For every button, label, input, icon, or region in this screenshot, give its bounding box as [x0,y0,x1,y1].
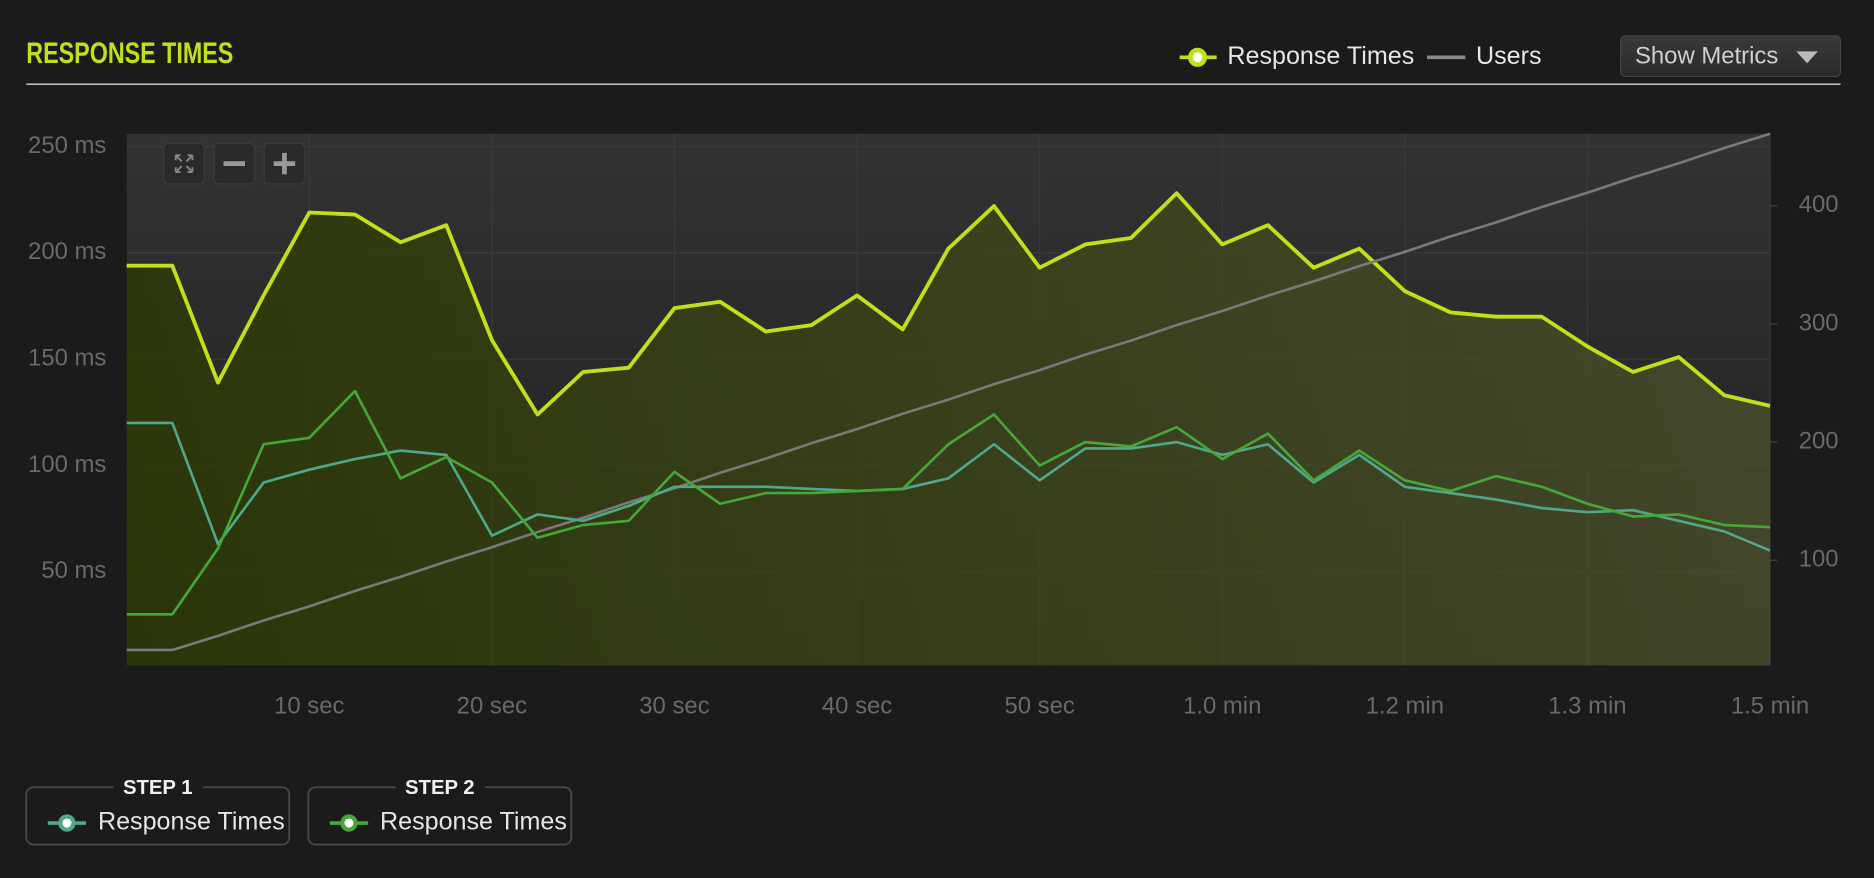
plus-icon [273,152,296,175]
step-legend: STEP 1 Response Times STEP 2 Response Ti… [25,777,573,846]
button-bg[interactable] [1620,35,1842,78]
series-line [126,389,1771,616]
y2-tick-label: 200 [1799,427,1839,454]
y-tick-label: 150 ms [28,344,106,371]
legend-label: Users [1476,42,1542,70]
y2-tick-label: 100 [1799,546,1839,573]
step-label: STEP 1 [123,777,193,799]
x-tick-label: 40 sec [822,692,892,719]
legend-label: Response Times [380,808,567,836]
x-tick-label: 10 sec [274,692,344,719]
header-legend: Response Times Users [1179,42,1542,70]
ticks: 50 ms 100 ms 150 ms 200 ms 250 ms 100 200 300 40… [28,132,1839,720]
y-tick-label: 250 ms [28,132,106,159]
x-tick-label: 30 sec [639,692,709,719]
y-tick-label: 200 ms [28,238,106,265]
x-tick-label: 50 sec [1004,692,1074,719]
step-label: STEP 2 [405,777,475,799]
show-metrics-button[interactable]: Show Metrics [1620,35,1842,78]
step-box [25,786,291,846]
x-tick-label: 1.0 min [1183,692,1261,719]
y2-tick-label: 300 [1799,309,1839,336]
title: RESPONSE TIMES [26,36,233,69]
x-tick-label: 20 sec [457,692,527,719]
x-tick-label: 1.5 min [1731,692,1809,719]
legend-marker [340,814,358,832]
dropdown-arrow[interactable] [1796,51,1818,64]
y-tick-label: 100 ms [28,451,106,478]
area [126,193,1771,666]
x-tick-label: 1.2 min [1366,692,1444,719]
fit-icon [174,154,194,173]
x-tick-label: 1.3 min [1548,692,1626,719]
series-line [126,191,1771,417]
legend-marker [58,814,76,832]
series [126,132,1771,666]
legend-label: Response Times [98,808,285,836]
legend-label: Response Times [1227,42,1414,70]
button-label[interactable]: Show Metrics [1635,43,1778,70]
series-line [126,421,1771,552]
legend-marker [1187,47,1208,67]
y-tick-label: 50 ms [41,557,106,584]
step-box [307,786,573,846]
y2-tick-label: 400 [1799,191,1839,218]
series-line [126,132,1771,652]
fit-button[interactable] [163,142,205,185]
zoom-controls [163,142,306,185]
